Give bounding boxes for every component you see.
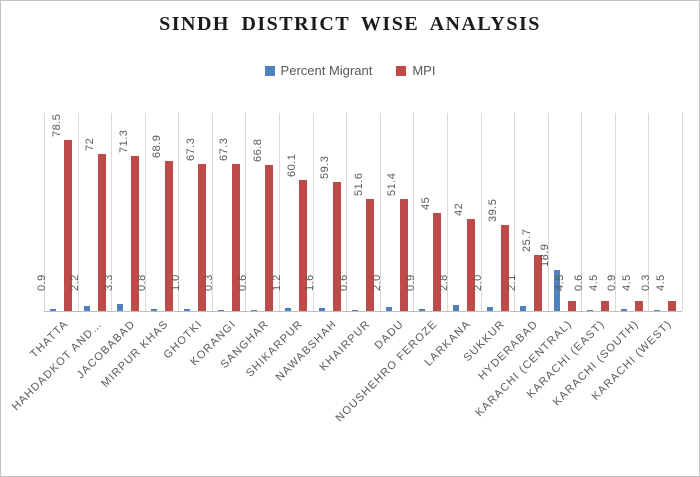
- gridline: [346, 113, 347, 311]
- mpi-bar[interactable]: [635, 301, 643, 311]
- mpi-bar[interactable]: [98, 154, 106, 311]
- mpi-bar[interactable]: [601, 301, 609, 311]
- category-axis-line: [44, 311, 682, 312]
- gridline: [380, 113, 381, 311]
- mpi-bar[interactable]: [265, 165, 273, 311]
- mpi-bar[interactable]: [366, 199, 374, 311]
- percent-migrant-bar[interactable]: [218, 310, 224, 311]
- percent-migrant-bar[interactable]: [352, 310, 358, 311]
- mpi-bar[interactable]: [232, 164, 240, 311]
- mpi-swatch-icon: [396, 65, 407, 76]
- mpi-bar[interactable]: [668, 301, 676, 311]
- mpi-bar[interactable]: [534, 255, 542, 311]
- mpi-bar[interactable]: [131, 156, 139, 311]
- mpi-bar[interactable]: [433, 213, 441, 311]
- gridline: [111, 113, 112, 311]
- gridline: [481, 113, 482, 311]
- mpi-bar[interactable]: [333, 182, 341, 311]
- legend-item-mpi[interactable]: MPI: [396, 63, 435, 78]
- category-label: NAWABSHAH: [273, 318, 340, 384]
- percent-migrant-bar[interactable]: [487, 307, 493, 311]
- percent-migrant-swatch-icon: [264, 65, 275, 76]
- percent-migrant-bar[interactable]: [251, 310, 257, 311]
- mpi-bar[interactable]: [64, 140, 72, 311]
- gridline: [245, 113, 246, 311]
- mpi-bar[interactable]: [165, 161, 173, 311]
- gridline: [648, 113, 649, 311]
- mpi-bar[interactable]: [198, 164, 206, 311]
- percent-migrant-bar[interactable]: [654, 310, 660, 311]
- legend-label-percent-migrant: Percent Migrant: [280, 63, 373, 78]
- category-label: HYDERABAD: [475, 318, 541, 383]
- mpi-bar[interactable]: [400, 199, 408, 311]
- percent-migrant-bar[interactable]: [520, 306, 526, 311]
- percent-migrant-bar[interactable]: [84, 306, 90, 311]
- percent-migrant-bar[interactable]: [151, 309, 157, 311]
- mpi-bar[interactable]: [299, 180, 307, 311]
- percent-migrant-bar[interactable]: [386, 307, 392, 311]
- legend-label-mpi: MPI: [412, 63, 436, 78]
- gridline: [514, 113, 515, 311]
- gridline: [548, 113, 549, 311]
- gridline: [581, 113, 582, 311]
- legend: Percent Migrant MPI: [1, 63, 699, 78]
- gridline: [212, 113, 213, 311]
- category-label: JACOBABAD: [74, 318, 138, 382]
- gridline: [313, 113, 314, 311]
- mpi-bar[interactable]: [568, 301, 576, 311]
- percent-migrant-bar[interactable]: [621, 309, 627, 311]
- percent-migrant-bar[interactable]: [50, 309, 56, 311]
- gridline: [413, 113, 414, 311]
- percent-migrant-bar[interactable]: [587, 310, 593, 311]
- mpi-bar[interactable]: [467, 219, 475, 311]
- mpi-bar[interactable]: [501, 225, 509, 311]
- percent-migrant-bar[interactable]: [285, 308, 291, 311]
- percent-migrant-bar[interactable]: [453, 305, 459, 311]
- plot-area[interactable]: 0.9 78.5 2.2 72 3.3 71.3 0.8 68.9 1.0 67.3 0.3 67.3…: [36, 113, 683, 311]
- legend-item-percent-migrant[interactable]: Percent Migrant: [264, 63, 373, 78]
- percent-migrant-bar[interactable]: [184, 309, 190, 311]
- gridline: [682, 113, 683, 311]
- gridline: [279, 113, 280, 311]
- percent-migrant-bar[interactable]: [554, 270, 560, 311]
- gridline: [615, 113, 616, 311]
- gridline: [447, 113, 448, 311]
- gridline: [44, 113, 45, 311]
- chart-title: SINDH DISTRICT WISE ANALYSIS: [159, 13, 541, 35]
- percent-migrant-bar[interactable]: [319, 308, 325, 311]
- gridline: [178, 113, 179, 311]
- percent-migrant-bar[interactable]: [117, 304, 123, 311]
- percent-migrant-bar[interactable]: [419, 309, 425, 311]
- gridline: [78, 113, 79, 311]
- gridline: [145, 113, 146, 311]
